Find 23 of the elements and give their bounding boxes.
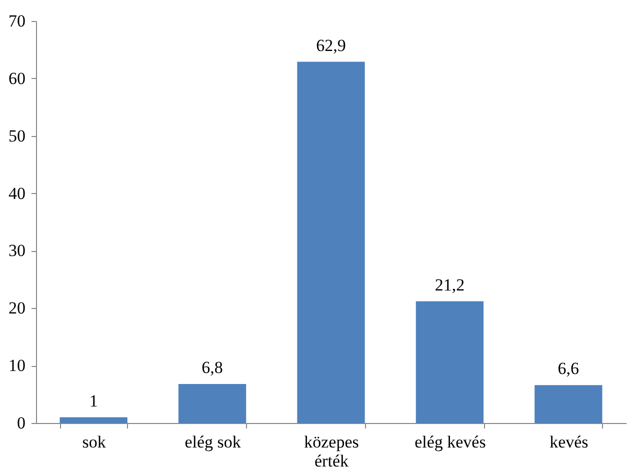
bar — [60, 417, 128, 423]
bar — [178, 384, 246, 423]
x-tick-label: kevés — [550, 432, 588, 452]
y-tick-label: 60 — [8, 68, 26, 88]
y-tick-label: 20 — [8, 298, 26, 318]
y-tick-label: 70 — [8, 12, 26, 30]
bar — [297, 62, 365, 423]
data-label: 1 — [89, 391, 98, 410]
y-tick-label: 0 — [17, 414, 26, 432]
x-tick-label: elég kevés — [414, 432, 486, 452]
y-tick-label: 30 — [8, 241, 26, 260]
y-tick-label: 50 — [8, 126, 26, 146]
x-tick-label: elég sok — [184, 432, 242, 452]
y-tick-label: 40 — [8, 184, 26, 203]
data-label: 6,8 — [202, 358, 223, 377]
data-label: 21,2 — [434, 275, 465, 294]
data-label: 6,6 — [558, 359, 580, 378]
bar — [416, 301, 484, 423]
y-tick-label: 10 — [8, 356, 26, 376]
x-tick-label: sok — [82, 432, 106, 452]
bar — [534, 385, 602, 423]
x-tick-label: közepes érték — [304, 432, 359, 470]
data-label: 62,9 — [316, 36, 346, 55]
